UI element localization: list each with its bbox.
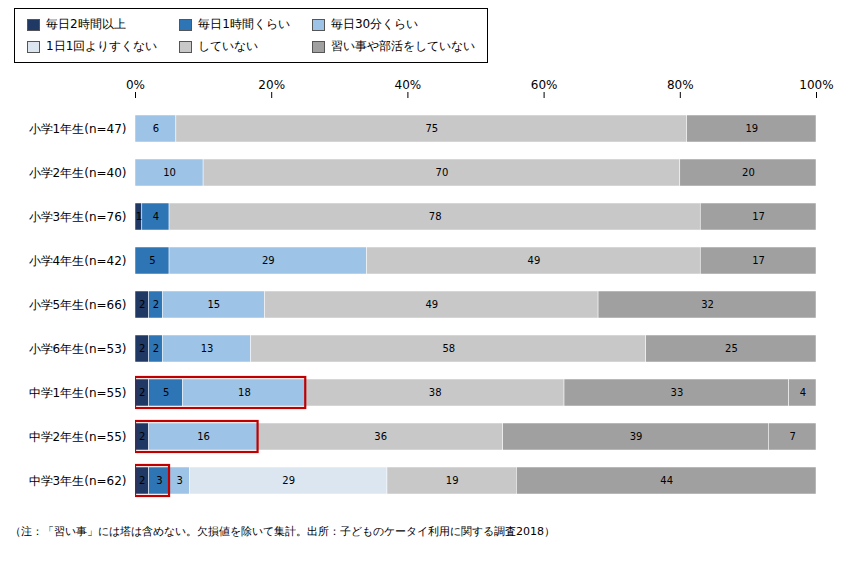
svg-text:2: 2 [139, 343, 145, 354]
svg-text:19: 19 [745, 123, 758, 134]
svg-text:小学5年生(n=66): 小学5年生(n=66) [29, 298, 127, 312]
html-text:（注：「習い事」には塔は含めない。欠損値を除いて集計。出所：: （注：「習い事」には塔は含めない。欠損値を除いて集計。出所：子どものケータイ利用… [10, 525, 555, 538]
svg-text:2: 2 [139, 387, 145, 398]
svg-text:2: 2 [153, 299, 159, 310]
svg-text:中学3年生(n=62): 中学3年生(n=62) [29, 474, 127, 488]
svg-text:29: 29 [262, 255, 275, 266]
svg-text:100%: 100% [799, 78, 833, 92]
html-text:毎日1時間くらい: 毎日1時間くらい [198, 17, 290, 31]
svg-text:0%: 0% [126, 78, 145, 92]
svg-text:小学2年生(n=40): 小学2年生(n=40) [29, 166, 127, 180]
svg-text:2: 2 [153, 343, 159, 354]
svg-text:44: 44 [660, 475, 673, 486]
svg-text:19: 19 [446, 475, 459, 486]
svg-text:49: 49 [425, 299, 438, 310]
svg-text:6: 6 [153, 123, 159, 134]
svg-text:29: 29 [282, 475, 295, 486]
svg-text:20%: 20% [258, 78, 285, 92]
svg-text:18: 18 [238, 387, 251, 398]
html-text:毎日30分くらい: 毎日30分くらい [330, 17, 419, 31]
svg-text:70: 70 [436, 167, 449, 178]
svg-text:3: 3 [177, 475, 183, 486]
svg-text:2: 2 [139, 431, 145, 442]
svg-text:25: 25 [725, 343, 738, 354]
svg-text:75: 75 [425, 123, 438, 134]
svg-text:7: 7 [789, 431, 795, 442]
svg-text:小学3年生(n=76): 小学3年生(n=76) [29, 210, 127, 224]
svg-text:4: 4 [800, 387, 806, 398]
svg-text:3: 3 [156, 475, 162, 486]
svg-text:17: 17 [752, 255, 765, 266]
svg-text:中学2年生(n=55): 中学2年生(n=55) [29, 430, 127, 444]
svg-text:中学1年生(n=55): 中学1年生(n=55) [29, 386, 127, 400]
svg-text:33: 33 [671, 387, 684, 398]
svg-text:16: 16 [197, 431, 210, 442]
svg-text:78: 78 [429, 211, 442, 222]
svg-text:4: 4 [153, 211, 159, 222]
svg-text:10: 10 [163, 167, 176, 178]
html-text:毎日2時間以上: 毎日2時間以上 [46, 17, 126, 31]
svg-text:36: 36 [374, 431, 387, 442]
svg-text:58: 58 [442, 343, 455, 354]
svg-text:32: 32 [701, 299, 714, 310]
svg-text:20: 20 [742, 167, 755, 178]
svg-text:小学1年生(n=47): 小学1年生(n=47) [29, 122, 127, 136]
svg-text:39: 39 [630, 431, 643, 442]
svg-text:60%: 60% [531, 78, 558, 92]
svg-text:49: 49 [528, 255, 541, 266]
html-text:1日1回よりすくない: 1日1回よりすくない [46, 39, 158, 53]
svg-text:38: 38 [429, 387, 442, 398]
html-text:習い事や部活をしていない: 習い事や部活をしていない [330, 39, 475, 53]
svg-text:2: 2 [139, 475, 145, 486]
svg-text:5: 5 [149, 255, 155, 266]
svg-text:80%: 80% [667, 78, 694, 92]
svg-text:1: 1 [136, 211, 142, 222]
svg-text:17: 17 [752, 211, 765, 222]
svg-text:2: 2 [139, 299, 145, 310]
svg-text:小学4年生(n=42): 小学4年生(n=42) [29, 254, 127, 268]
svg-text:小学6年生(n=53): 小学6年生(n=53) [29, 342, 127, 356]
svg-text:13: 13 [201, 343, 214, 354]
svg-text:15: 15 [207, 299, 220, 310]
svg-text:5: 5 [163, 387, 169, 398]
svg-text:40%: 40% [395, 78, 422, 92]
html-text:していない: していない [198, 39, 259, 53]
